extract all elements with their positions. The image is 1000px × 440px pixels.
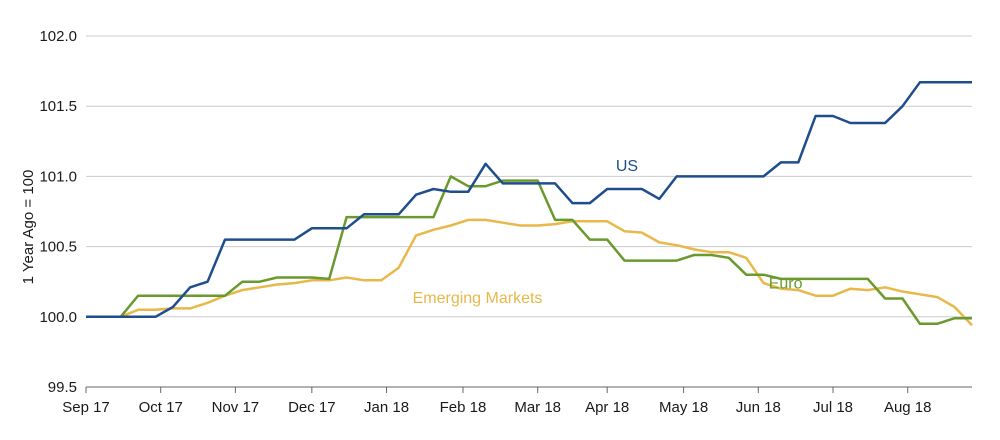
x-tick-label: Dec 17: [288, 399, 336, 416]
y-tick-label: 99.5: [48, 379, 77, 396]
y-tick-label: 102.0: [39, 28, 77, 45]
series-label-us: US: [616, 158, 638, 175]
x-tick-label: Sep 17: [62, 399, 110, 416]
x-axis: [85, 386, 972, 393]
x-tick-label: Mar 18: [514, 399, 561, 416]
y-tick-label: 101.5: [39, 98, 77, 115]
x-tick-label: Jul 18: [813, 399, 853, 416]
x-tick-label: Oct 17: [139, 399, 183, 416]
series-line-us: [86, 81, 972, 319]
x-tick-label: Feb 18: [440, 399, 487, 416]
y-tick-labels: 99.5 100.0 100.5 101.0 101.5 102.0: [39, 28, 77, 396]
x-tick-label: May 18: [659, 399, 708, 416]
y-tick-label: 100.0: [39, 309, 77, 326]
gridlines: [86, 35, 972, 318]
series-lines: [86, 81, 973, 327]
x-tick-label: Aug 18: [884, 399, 932, 416]
series-line-emerging-markets: [86, 218, 973, 327]
y-tick-label: 100.5: [39, 239, 77, 256]
x-tick-label: Jan 18: [364, 399, 409, 416]
y-axis-title: 1 Year Ago = 100: [20, 170, 37, 285]
series-label-emerging-markets: Emerging Markets: [413, 290, 543, 307]
series-labels: Emerging Markets Euro US: [413, 158, 803, 307]
x-tick-label: Jun 18: [736, 399, 781, 416]
x-tick-labels: Sep 17 Oct 17 Nov 17 Dec 17 Jan 18 Feb 18 Mar …: [62, 399, 931, 416]
x-tick-label: Apr 18: [585, 399, 629, 416]
series-line-euro: [86, 175, 972, 326]
y-tick-label: 101.0: [39, 168, 77, 185]
x-tick-label: Nov 17: [212, 399, 260, 416]
series-label-euro: Euro: [769, 276, 803, 293]
